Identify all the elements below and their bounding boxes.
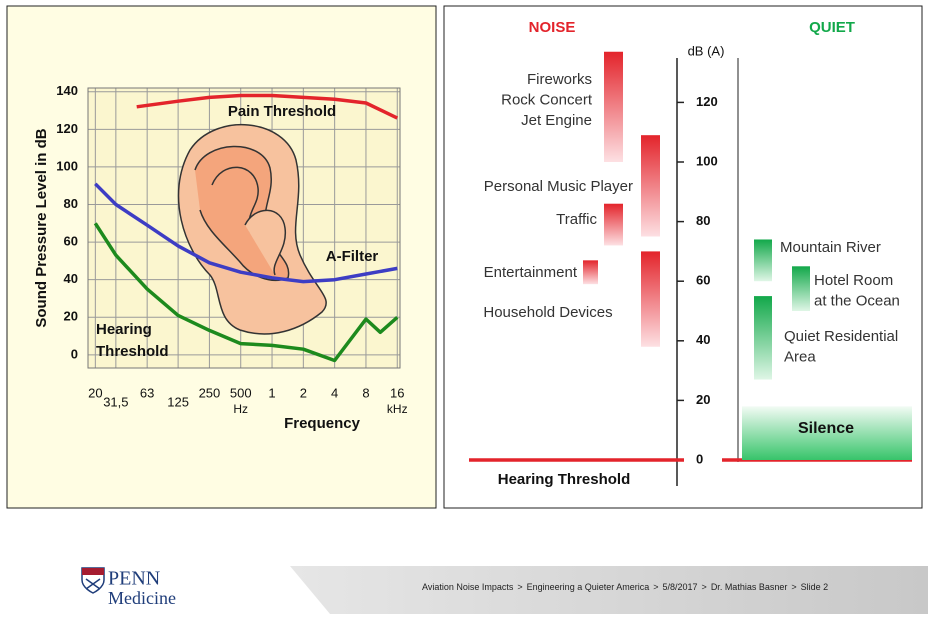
breadcrumb-separator: > [653,582,658,592]
range-bar [742,406,912,460]
series-label: A-Filter [326,248,379,265]
bar-label: Traffic [556,211,597,228]
y-tick-label: 20 [696,392,710,407]
breadcrumb-item: Aviation Noise Impacts [422,582,514,592]
bar-label: Personal Music Player [484,178,633,195]
breadcrumb-separator: > [791,582,796,592]
group-header: NOISE [529,19,576,36]
breadcrumb-item: Engineering a Quieter America [527,582,650,592]
series-line [93,222,399,363]
y-axis-title: Sound Pressure Level in dB [33,128,50,327]
bar-label: Area [784,348,816,365]
series-line [94,182,398,284]
breadcrumb: Aviation Noise Impacts > Engineering a Qui… [422,582,828,592]
bar-label: Mountain River [780,239,881,256]
y-tick-label: 120 [696,94,718,109]
bar-label: Jet Engine [521,112,592,129]
y-tick-label: 60 [64,234,78,249]
range-bar [754,296,772,380]
series-label: Hearing Threshold [96,321,169,360]
reference-label: Hearing Threshold [498,471,631,488]
breadcrumb-item: Slide 2 [801,582,829,592]
series-line [136,93,399,120]
y-tick-label: 40 [696,332,710,347]
bar-label: Fireworks [527,71,592,88]
bar-label: at the Ocean [814,292,900,309]
x-tick-label: 250 [199,385,221,400]
y-tick-label: 80 [696,213,710,228]
logo-text: PENN [108,568,160,590]
y-tick-label: 120 [56,121,78,136]
group-header: QUIET [809,19,855,36]
bar-label: Hotel Room [814,272,893,289]
bar-label: Silence [798,420,854,437]
y-tick-label: 60 [696,273,710,288]
bar-label: Entertainment [484,264,578,281]
breadcrumb-separator: > [517,582,522,592]
x-tick-label: 20 [88,385,102,400]
x-unit: Hz [233,402,248,416]
bar-label: Rock Concert [501,91,593,108]
x-tick-label: 16 [390,385,404,400]
series-label: Pain Threshold [228,103,336,120]
x-tick-label: 31,5 [103,394,128,409]
x-tick-label: 125 [167,394,189,409]
range-bar [641,251,660,347]
breadcrumb-separator: > [702,582,707,592]
x-tick-label: 500 [230,385,252,400]
x-tick-label: 2 [300,385,307,400]
bar-label: Quiet Residential [784,328,898,345]
y-tick-label: 0 [696,451,703,466]
x-tick-label: 8 [362,385,369,400]
range-bar [792,266,810,311]
footer-band [290,566,928,614]
x-unit: kHz [387,402,408,416]
y-tick-label: 100 [56,158,78,173]
range-bar [604,51,623,162]
breadcrumb-item: Dr. Mathias Basner [711,582,788,592]
x-tick-label: 63 [140,385,154,400]
range-bar [641,135,660,237]
y-tick-label: 20 [64,309,78,324]
bar-label: Household Devices [483,304,612,321]
y-tick-label: 40 [64,271,78,286]
logo-text: Medicine [108,588,176,608]
x-axis-title: Frequency [284,415,361,432]
y-axis-title: dB (A) [688,43,725,58]
plot-frame [87,87,401,369]
range-bar [583,260,598,285]
breadcrumb-item: 5/8/2017 [663,582,698,592]
logo-shield [81,567,105,594]
y-tick-label: 140 [56,83,78,98]
y-tick-label: 80 [64,196,78,211]
y-tick-label: 100 [696,153,718,168]
y-tick-label: 0 [71,346,78,361]
x-tick-label: 4 [331,385,338,400]
range-bar [604,203,623,246]
x-tick-label: 1 [268,385,275,400]
range-bar [754,239,772,282]
